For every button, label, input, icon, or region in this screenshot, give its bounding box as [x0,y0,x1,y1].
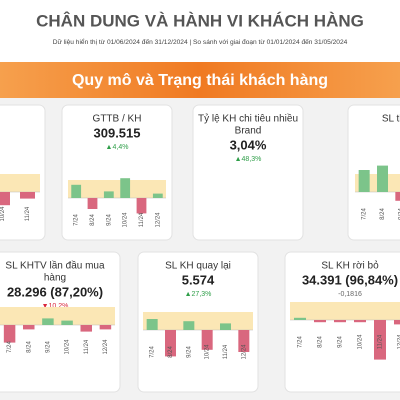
card-label: SL KHTV lần đầu mua [5,260,105,272]
card-value: 28.296 (87,20%) [7,284,103,299]
bar [183,321,195,330]
card-change: ▲4,4% [106,144,129,151]
banner [0,62,400,98]
card-label: GTTB / KH [93,114,142,125]
bar [61,320,73,325]
bar [20,192,35,199]
bar [294,317,306,320]
chart-band [0,174,40,192]
bar [80,325,92,332]
bar [165,330,176,357]
card-value: 309.515 [94,125,141,140]
month-label: 7/24 [362,208,368,220]
bar [103,191,114,198]
bar [358,170,370,192]
month-label: 10/24 [205,344,211,360]
month-label: 11/24 [25,206,31,221]
month-label: 10/24 [358,334,364,350]
bar [146,319,158,330]
month-label: 8/24 [26,341,32,353]
banner-text: Quy mô và Trạng thái khách hàng [72,72,328,89]
chart-band [290,302,400,320]
month-label: 9/24 [186,346,192,358]
month-label: 7/24 [7,341,13,353]
month-label: 7/24 [74,214,80,226]
month-label: 7/24 [150,346,156,358]
month-label: 8/24 [318,336,324,348]
month-label: 9/24 [106,214,112,226]
chart-band [0,307,115,325]
month-label: 9/24 [338,336,344,348]
card-label: Brand [235,126,262,137]
bar [201,330,213,350]
card-change: ▼10,2% [42,303,69,310]
month-label: 11/24 [223,344,229,359]
card [0,104,46,241]
card [347,104,400,241]
chart-band [68,180,166,198]
bar [314,320,326,323]
month-label: 9/24 [398,208,400,220]
bar [238,330,250,352]
bar [395,192,400,201]
card-label: SL KH rời bỏ [321,260,379,272]
bar [23,325,35,330]
bar [152,193,163,198]
title: CHÂN DUNG VÀ HÀNH VI KHÁCH HÀNG [36,11,364,30]
month-label: 9/24 [45,341,51,353]
bar [120,178,131,198]
bar [0,192,10,206]
card-value: 5.574 [182,272,215,287]
bar [354,320,366,323]
month-label: 12/24 [155,212,161,228]
card-label: Tỷ lệ KH chi tiêu nhiều [198,113,298,125]
chart-band [143,312,253,330]
month-label: 10/24 [123,212,129,228]
card-change: ▲27,3% [185,291,212,298]
month-label: 12/24 [398,334,400,350]
card-change: ▲48,3% [235,156,262,163]
bar [99,325,112,330]
card-value: 3,04% [230,137,267,152]
card-label: SL thương [382,114,400,125]
card-change: -0,1816 [338,291,362,298]
bar [334,320,346,323]
month-label: 11/24 [378,334,384,349]
bar [136,198,147,214]
month-label: 10/24 [0,206,6,222]
month-label: 12/24 [241,344,247,360]
bar [377,165,388,192]
month-label: 12/24 [103,339,109,355]
card [192,104,304,241]
month-label: 8/24 [168,346,174,358]
bar [3,325,16,343]
card-label: hàng [44,273,66,284]
month-label: 11/24 [139,212,145,227]
month-label: 11/24 [84,339,90,354]
month-label: 10/24 [65,339,71,355]
month-label: 7/24 [298,336,304,348]
bar [42,318,54,325]
month-label: 8/24 [380,208,386,220]
bar [87,198,98,209]
card-label: SL KH quay lại [165,261,231,272]
bar [394,320,400,325]
bar [71,184,82,198]
bar [220,323,231,330]
month-label: 8/24 [90,214,96,226]
subtitle: Dữ liệu hiển thị từ 01/06/2024 đến 31/12… [53,37,348,46]
card-value: 34.391 (96,84%) [302,272,398,287]
bar [374,320,386,360]
